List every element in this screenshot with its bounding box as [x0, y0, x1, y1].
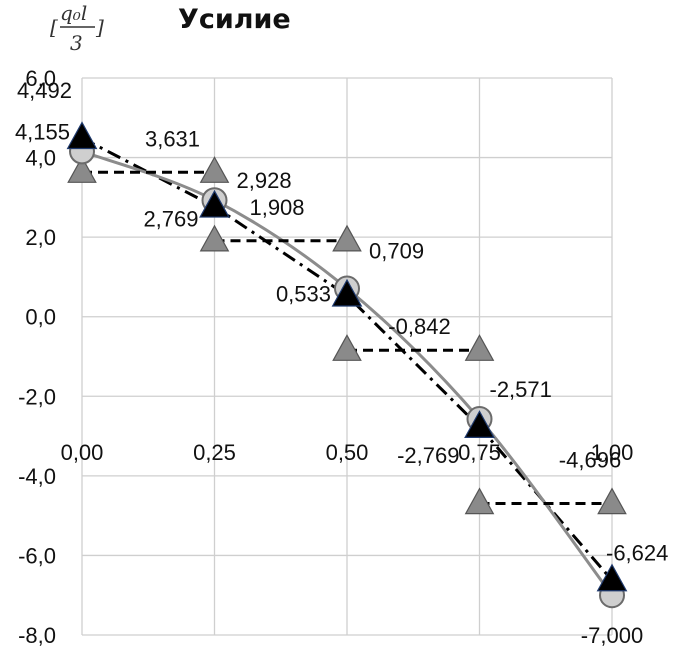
x-tick-label: 0,75 — [458, 440, 501, 465]
x-tick-label: 0,25 — [193, 440, 236, 465]
data-label: 0,709 — [369, 239, 424, 264]
unit-open-bracket: [ — [50, 15, 58, 39]
data-label: 4,492 — [17, 78, 72, 103]
chart-title: Усилие — [178, 4, 291, 35]
step-triangle-marker — [201, 157, 229, 182]
data-label: -2,571 — [490, 377, 552, 402]
step-triangle-marker — [333, 226, 361, 251]
x-tick-label: 0,50 — [326, 440, 369, 465]
y-tick-label: 0,0 — [25, 305, 56, 330]
y-tick-label: -6,0 — [18, 543, 56, 568]
x-axis-ticks: 0,00 0,25 0,50 0,75 1,00 — [61, 440, 634, 465]
step-triangle-marker — [598, 489, 626, 514]
unit-numerator: q₀l — [60, 1, 87, 25]
y-tick-label: 4,0 — [25, 146, 56, 171]
data-label: 0,533 — [276, 282, 331, 307]
data-label: 2,928 — [237, 168, 292, 193]
unit-denominator: 3 — [70, 31, 83, 55]
y-tick-label: -2,0 — [18, 384, 56, 409]
data-label: -6,624 — [606, 540, 668, 565]
data-label: 2,769 — [143, 207, 198, 232]
data-label: -0,842 — [388, 314, 450, 339]
y-tick-label: -4,0 — [18, 464, 56, 489]
step-triangle-marker — [466, 489, 494, 514]
unit-label: [ q₀l 3 ] — [50, 1, 104, 55]
data-label: 1,908 — [249, 195, 304, 220]
x-tick-label: 0,00 — [61, 440, 104, 465]
data-label: -4,696 — [559, 448, 621, 473]
unit-close-bracket: ] — [95, 15, 104, 39]
y-tick-label: -8,0 — [18, 623, 56, 646]
step-triangle-marker — [333, 335, 361, 360]
y-tick-label: 2,0 — [25, 225, 56, 250]
data-labels: 4,155 2,928 0,709 -2,571 -7,000 4,492 2,769 0,5… — [15, 78, 668, 646]
data-label: 3,631 — [145, 126, 200, 151]
black-triangle-marker — [68, 122, 97, 148]
data-label: 4,155 — [15, 119, 70, 144]
step-triangle-marker — [466, 335, 494, 360]
y-axis-ticks: 6,04,02,00,0-2,0-4,0-6,0-8,0 — [18, 66, 56, 646]
step-triangle-marker — [201, 226, 229, 251]
data-label: -7,000 — [581, 623, 643, 646]
data-label: -2,769 — [397, 443, 459, 468]
black-triangle-marker — [598, 565, 627, 591]
